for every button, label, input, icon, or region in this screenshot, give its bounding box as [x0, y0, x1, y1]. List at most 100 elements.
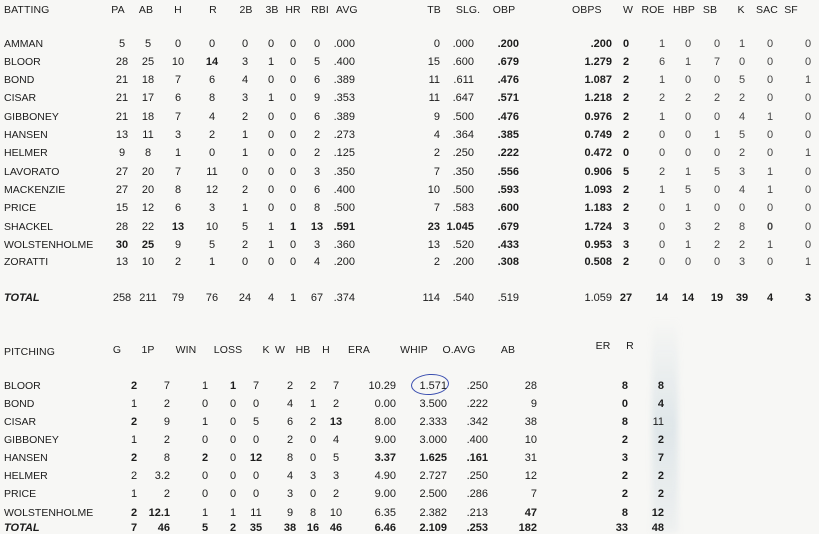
- batting-stat-cell: .433: [497, 239, 519, 251]
- pitching-stat-cell: 0: [229, 470, 237, 482]
- batting-stat-cell: 0: [241, 256, 249, 268]
- batting-stat-cell: 0: [766, 38, 774, 50]
- batting-stat-cell: 1: [658, 111, 666, 123]
- batting-stat-cell: 10: [141, 256, 155, 268]
- batting-stat-cell: 2: [713, 221, 721, 233]
- pitching-stat-cell: 6: [286, 416, 294, 428]
- batting-stat-cell: 3: [738, 166, 746, 178]
- pitching-col-era: ERA: [348, 344, 370, 356]
- batting-stat-cell: 7: [174, 74, 182, 86]
- pitching-stat-cell: 4: [657, 398, 664, 410]
- batting-stat-cell: 11: [428, 92, 440, 104]
- batting-stat-cell: 1.279: [584, 56, 612, 68]
- batting-stat-cell: 6: [313, 111, 321, 123]
- pitching-stat-cell: 2: [163, 488, 170, 500]
- batting-stat-cell: 1: [267, 56, 275, 68]
- batting-stat-cell: .125: [333, 147, 355, 159]
- batting-stat-cell: 0: [267, 147, 275, 159]
- batting-stat-cell: 0: [766, 92, 774, 104]
- batting-stat-cell: 25: [141, 56, 155, 68]
- batting-player-name: AMMAN: [4, 38, 44, 50]
- batting-stat-cell: 0.976: [584, 111, 612, 123]
- batting-stat-cell: 4: [208, 111, 216, 123]
- batting-stat-cell: .500: [452, 184, 474, 196]
- pitching-stat-cell: 2: [163, 434, 170, 446]
- pitching-stat-cell: 0: [252, 488, 260, 500]
- batting-stat-cell: 0.749: [584, 129, 612, 141]
- batting-stat-cell: 0: [267, 74, 275, 86]
- batting-stat-cell: 1: [241, 129, 249, 141]
- batting-stat-cell: 0: [289, 111, 297, 123]
- pitching-stat-cell: 8: [309, 507, 317, 519]
- pitching-col-g: G: [112, 344, 122, 356]
- pitching-player-name: HELMER: [4, 470, 48, 482]
- batting-stat-cell: 1: [766, 111, 774, 123]
- pitching-col-r: R: [626, 340, 634, 352]
- batting-col-h: H: [174, 4, 182, 16]
- batting-stat-cell: 3: [622, 221, 630, 233]
- pitching-stat-cell: 7: [163, 380, 170, 392]
- batting-stat-cell: 2: [622, 92, 630, 104]
- batting-stat-cell: 1.218: [584, 92, 612, 104]
- batting-stat-cell: 2: [622, 111, 630, 123]
- batting-stat-cell: 0.953: [584, 239, 612, 251]
- batting-stat-cell: 3: [684, 221, 692, 233]
- pitching-stat-cell: 1: [130, 488, 138, 500]
- pitching-stat-cell: 0: [309, 434, 317, 446]
- batting-stat-cell: 8: [174, 184, 182, 196]
- batting-total-cell: 79: [171, 292, 185, 304]
- batting-stat-cell: 0: [766, 202, 774, 214]
- pitching-total-cell: 2.109: [419, 522, 447, 534]
- batting-stat-cell: 1.045: [446, 221, 474, 233]
- batting-stat-cell: 23: [427, 221, 440, 233]
- batting-stat-cell: 13: [115, 256, 129, 268]
- pitching-stat-cell: 2: [621, 470, 628, 482]
- batting-stat-cell: 28: [115, 221, 129, 233]
- batting-stat-cell: 1.724: [584, 221, 612, 233]
- batting-stat-cell: 27: [115, 184, 129, 196]
- batting-total-cell: 211: [139, 292, 157, 304]
- batting-stat-cell: 11: [142, 129, 154, 141]
- batting-stat-cell: 2: [684, 92, 692, 104]
- batting-stat-cell: 1.183: [584, 202, 612, 214]
- pitching-stat-cell: 1: [309, 398, 317, 410]
- batting-stat-cell: .611: [453, 74, 474, 86]
- pitching-title: PITCHING: [4, 346, 55, 358]
- batting-total-cell: 27: [619, 292, 633, 304]
- batting-stat-cell: 6: [313, 184, 321, 196]
- pitching-stat-cell: 2.382: [419, 507, 447, 519]
- batting-stat-cell: 3: [241, 56, 249, 68]
- batting-stat-cell: .593: [497, 184, 519, 196]
- batting-stat-cell: .222: [497, 147, 519, 159]
- pitching-stat-cell: .286: [466, 488, 488, 500]
- batting-stat-cell: 0: [658, 256, 666, 268]
- batting-stat-cell: 2: [208, 129, 216, 141]
- batting-stat-cell: 0: [289, 147, 297, 159]
- pitching-total-cell: .253: [466, 522, 488, 534]
- batting-stat-cell: 3: [622, 239, 630, 251]
- batting-stat-cell: 6: [313, 74, 321, 86]
- batting-stat-cell: 5: [738, 74, 746, 86]
- batting-stat-cell: 0.472: [584, 147, 612, 159]
- batting-stat-cell: 13: [115, 129, 129, 141]
- batting-stat-cell: 0: [804, 239, 812, 251]
- batting-col-obps: OBPS: [572, 4, 602, 16]
- batting-stat-cell: 5: [684, 184, 692, 196]
- batting-stat-cell: 4: [738, 111, 746, 123]
- pitching-stat-cell: .213: [466, 507, 488, 519]
- batting-stat-cell: .400: [333, 56, 355, 68]
- pitching-stat-cell: 3.37: [374, 452, 396, 464]
- batting-stat-cell: .476: [497, 74, 519, 86]
- batting-col-avg: AVG: [336, 4, 358, 16]
- batting-stat-cell: 0: [622, 38, 630, 50]
- batting-stat-cell: .353: [333, 92, 355, 104]
- batting-stat-cell: .200: [497, 38, 519, 50]
- batting-stat-cell: 9: [313, 92, 321, 104]
- batting-stat-cell: 5: [208, 239, 216, 251]
- batting-stat-cell: 0: [713, 202, 721, 214]
- batting-stat-cell: 0: [713, 74, 721, 86]
- batting-stat-cell: 2: [622, 184, 630, 196]
- batting-col-r: R: [209, 4, 217, 16]
- pitching-col-1p: 1P: [141, 344, 155, 356]
- batting-stat-cell: 15: [115, 202, 129, 214]
